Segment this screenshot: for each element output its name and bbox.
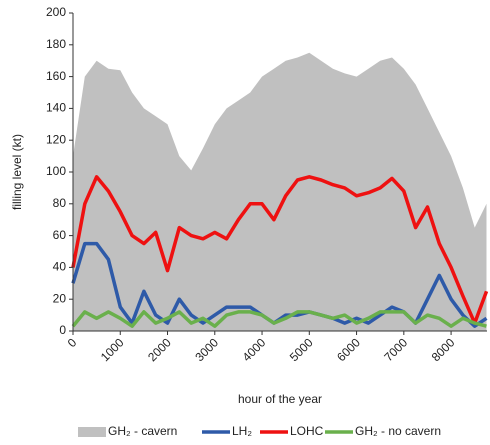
x-tick-label: 6000 bbox=[334, 335, 363, 364]
x-tick-label: 5000 bbox=[287, 335, 316, 364]
y-tick-label: 180 bbox=[46, 37, 66, 51]
x-axis-label: hour of the year bbox=[238, 392, 322, 406]
y-tick-label: 60 bbox=[53, 228, 67, 242]
legend-swatch bbox=[78, 427, 106, 437]
x-tick-label: 8000 bbox=[429, 335, 458, 364]
y-tick-label: 40 bbox=[53, 260, 67, 274]
y-tick-label: 160 bbox=[46, 69, 66, 83]
legend-label: LH₂ bbox=[232, 424, 252, 438]
y-tick-label: 80 bbox=[53, 196, 67, 210]
y-tick-label: 100 bbox=[46, 164, 66, 178]
x-tick-label: 1000 bbox=[98, 335, 127, 364]
x-tick-label: 0 bbox=[65, 335, 80, 350]
legend-label: LOHC bbox=[290, 424, 324, 438]
y-tick-label: 120 bbox=[46, 132, 66, 146]
x-tick-label: 2000 bbox=[145, 335, 174, 364]
x-tick-label: 4000 bbox=[240, 335, 269, 364]
legend-label: GH₂ - no cavern bbox=[355, 424, 441, 438]
y-tick-label: 140 bbox=[46, 101, 66, 115]
y-tick-label: 0 bbox=[59, 323, 66, 337]
y-axis-label: filling level (kt) bbox=[10, 134, 24, 210]
area bbox=[73, 52, 487, 332]
line bbox=[71, 175, 489, 325]
line bbox=[71, 310, 487, 328]
y-tick-label: 200 bbox=[46, 5, 66, 19]
x-tick-label: 3000 bbox=[192, 335, 221, 364]
y-tick-label: 20 bbox=[53, 291, 67, 305]
legend-label: GH₂ - cavern bbox=[108, 424, 177, 438]
x-tick-label: 7000 bbox=[381, 335, 410, 364]
